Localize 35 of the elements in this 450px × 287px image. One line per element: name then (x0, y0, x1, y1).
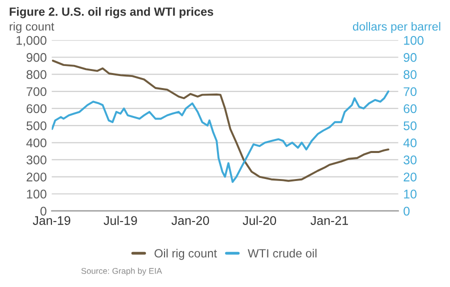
y-tick-label: 200 (26, 172, 46, 182)
y2-tick-label: 50 (404, 121, 417, 130)
y2-tick-label: 80 (404, 70, 417, 79)
line-series (52, 90, 390, 183)
y2-tick-label: 60 (404, 104, 417, 114)
y2-tick-label: 20 (404, 172, 417, 182)
y2-tick-label: 10 (404, 190, 417, 199)
y-tick-label: 0 (40, 206, 46, 216)
x-tick-label: Jul-20 (242, 216, 276, 225)
y2-tick-label: 70 (404, 87, 417, 96)
chart-title: Figure 2. U.S. oil rigs and WTI prices (10, 7, 214, 18)
x-tick-label: Jan-20 (172, 216, 210, 225)
y2-tick-label: 0 (404, 206, 410, 216)
y-tick-label: 1,000 (16, 36, 46, 46)
y2-tick-label: 100 (404, 36, 424, 45)
x-tick-label: Jan-21 (310, 216, 348, 225)
y-tick-label: 800 (26, 70, 46, 79)
legend-label: Oil rig count (154, 248, 217, 260)
y2-axis-title: dollars per barrel (352, 22, 440, 34)
y-axis-title: rig count (10, 22, 54, 34)
y2-tick-label: 90 (404, 53, 417, 62)
y-tick-label: 100 (26, 190, 46, 199)
y-tick-label: 300 (26, 156, 46, 164)
legend-label: WTI crude oil (248, 248, 316, 258)
y-tick-label: 600 (26, 104, 46, 114)
line-series (52, 60, 390, 182)
y2-tick-label: 40 (403, 138, 417, 148)
y2-tick-label: 30 (404, 156, 417, 164)
x-tick-label: Jan-19 (32, 216, 70, 225)
y-tick-label: 700 (26, 87, 46, 96)
y-tick-label: 900 (26, 53, 46, 62)
y-tick-label: 500 (26, 121, 46, 130)
y-tick-label: 400 (26, 138, 46, 148)
source-note: Source: Graph by EIA (81, 268, 162, 276)
x-tick-label: Jul-19 (104, 216, 137, 225)
